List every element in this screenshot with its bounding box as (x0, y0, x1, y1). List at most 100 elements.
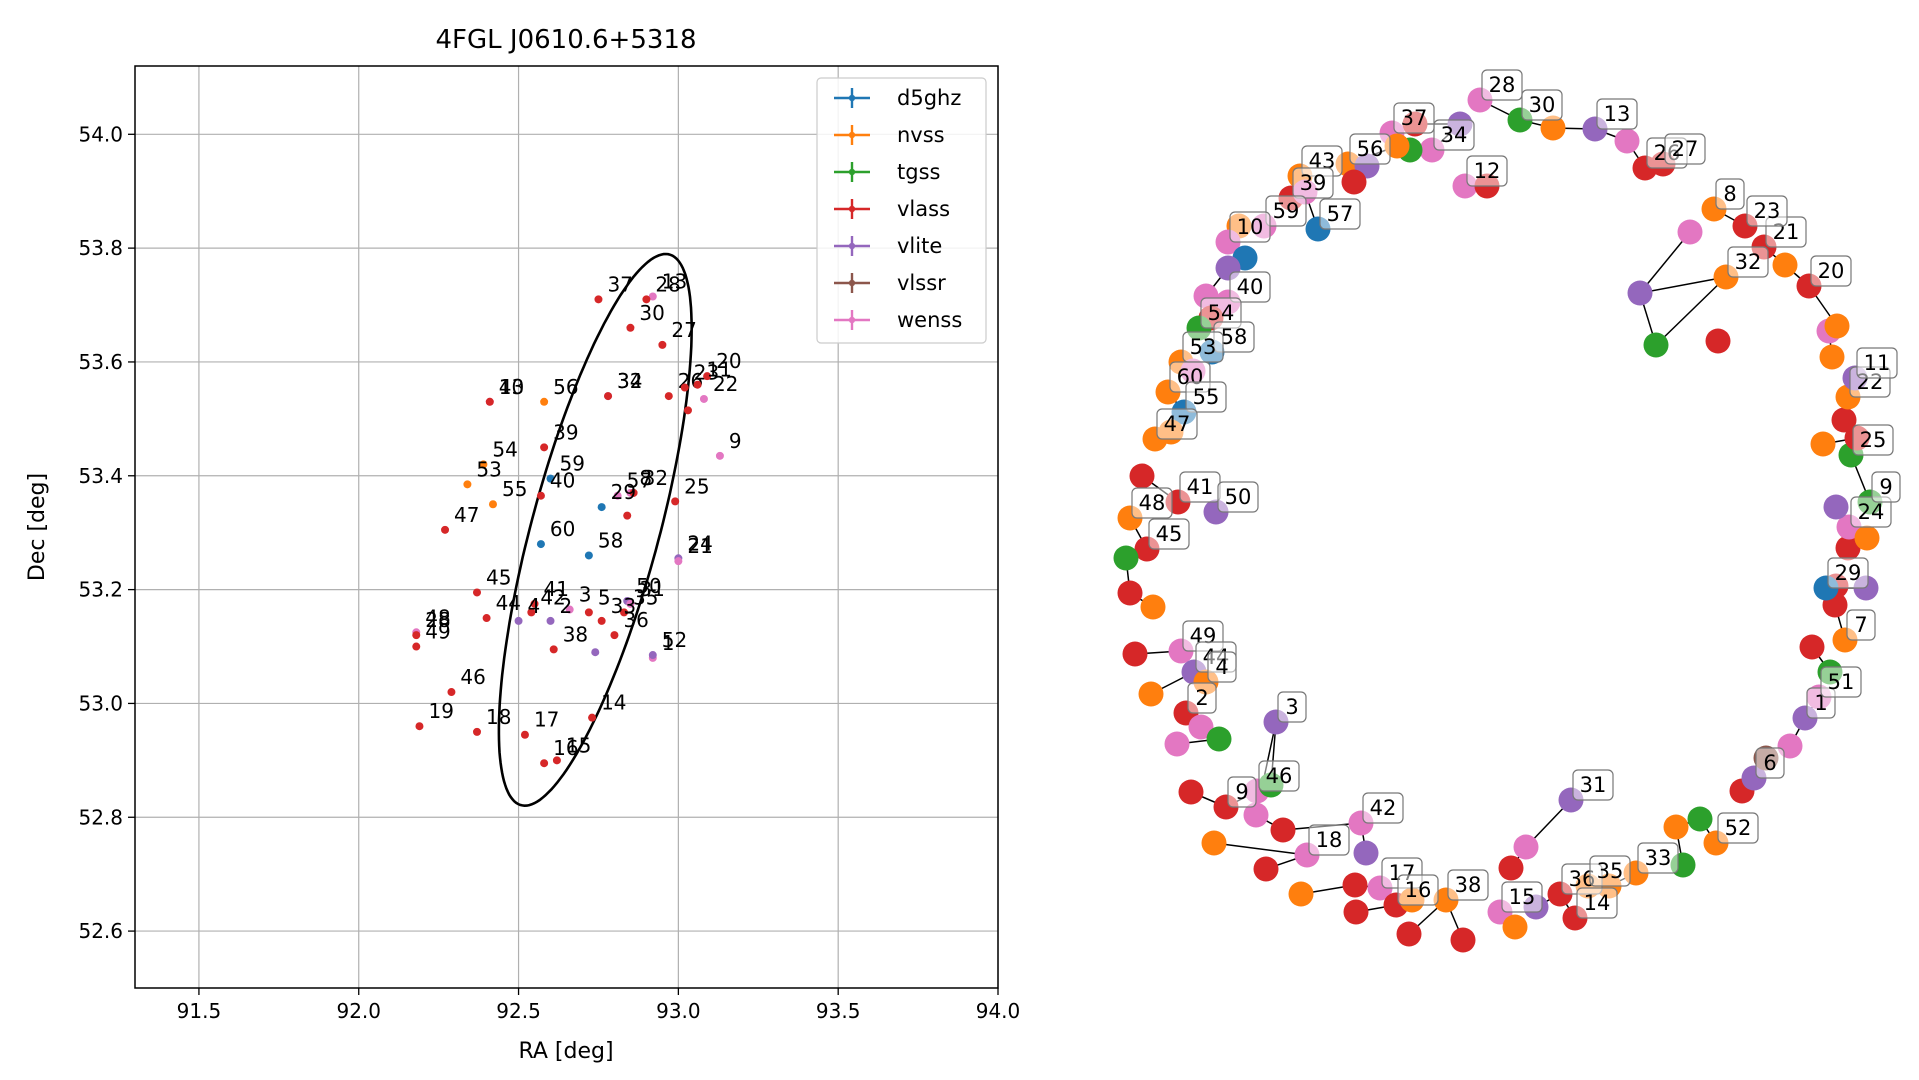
scatter-point-vlass (536, 491, 545, 500)
graph-node-nvss (1819, 344, 1845, 370)
graph-node-label-text: 12 (1474, 159, 1501, 183)
graph-node-tgss (1206, 726, 1232, 752)
graph-node-label-text: 31 (1580, 773, 1607, 797)
graph-node-label-text: 59 (1273, 199, 1300, 223)
y-tick-label: 53.2 (78, 578, 123, 602)
graph-node-label-box (1207, 651, 1237, 683)
graph-node-label-text: 35 (1597, 859, 1624, 883)
graph-node-label: 9 (1227, 776, 1257, 808)
graph-node-label: 14 (1576, 887, 1618, 919)
graph-node-wenss (1513, 834, 1539, 860)
legend-label: wenss (897, 308, 962, 332)
graph-node-label-text: 57 (1327, 202, 1354, 226)
legend-entry-vlite: vlite (834, 234, 942, 258)
scatter-point-label: 30 (639, 301, 664, 325)
graph-node-label-text: 51 (1828, 670, 1855, 694)
graph-node-label-box (1277, 691, 1307, 723)
graph-node-label: 15 (1501, 881, 1543, 913)
graph-node-nvss (1772, 252, 1798, 278)
scatter-point-nvss (463, 480, 472, 489)
legend-label: vlssr (897, 271, 946, 295)
graph-edge (1639, 276, 1727, 294)
graph-node-label: 31 (1572, 769, 1614, 801)
graph-node-label-text: 41 (1187, 475, 1214, 499)
graph-node-label-box (1308, 824, 1350, 856)
scatter-point-label: 29 (611, 480, 636, 504)
y-tick-label: 53.8 (78, 236, 123, 260)
graph-node-tgss (1643, 332, 1669, 358)
graph-node-label-text: 15 (1509, 885, 1536, 909)
scatter-point-vlass (412, 631, 421, 640)
graph-node-label-box (1727, 246, 1769, 278)
graph-node-label-box (1258, 760, 1300, 792)
graph-node-vlass (1835, 535, 1861, 561)
graph-node-wenss (1614, 128, 1640, 154)
scatter-point-label: 13 (662, 270, 687, 294)
graph-node-label: 3 (1277, 691, 1307, 723)
scatter-point-label: 8 (639, 466, 652, 490)
scatter-point-label: 34 (617, 369, 642, 393)
x-tick-label: 91.5 (177, 999, 222, 1023)
graph-node-label: 24 (1850, 496, 1892, 528)
graph-node-vlass (1831, 407, 1857, 433)
scatter-point-label: 48 (425, 605, 450, 629)
scatter-point-vlass (473, 727, 482, 736)
graph-node-label: 27 (1664, 133, 1706, 165)
graph-node-label-box (1664, 133, 1706, 165)
x-tick-label: 93.5 (816, 999, 861, 1023)
graph-node-wenss (1164, 731, 1190, 757)
graph-node-label-text: 55 (1193, 385, 1220, 409)
graph-node-label-box (1362, 792, 1404, 824)
graph-node-label-box (1292, 167, 1334, 199)
plot-frame (134, 65, 999, 989)
scatter-point-label: 41 (544, 577, 569, 601)
scatter-point-label: 14 (601, 691, 626, 715)
graph-node-label-box (1810, 255, 1852, 287)
graph-node-label-box (1148, 518, 1190, 550)
graph-node-vlass (1343, 899, 1369, 925)
graph-node-label-text: 34 (1441, 123, 1468, 147)
graph-node-label-box (1871, 471, 1901, 503)
scatter-point-wenss (565, 605, 574, 614)
graph-node-label: 58 (1213, 321, 1255, 353)
graph-node-vlass (1799, 634, 1825, 660)
scatter-point-label: 59 (560, 452, 585, 476)
legend-entry-vlssr: vlssr (834, 271, 946, 295)
scatter-point-label: 17 (534, 708, 559, 732)
graph-node-label-box (1481, 69, 1523, 101)
scatter-point-label: 15 (566, 733, 591, 757)
graph-node-label-text: 10 (1237, 215, 1264, 239)
graph-node-label: 8 (1715, 178, 1745, 210)
graph-node-label-box (1227, 776, 1257, 808)
graph-node-label: 18 (1308, 824, 1350, 856)
scatter-point-wenss (699, 394, 708, 403)
graph-node-label: 59 (1265, 195, 1307, 227)
graph-node-label-box (1466, 155, 1508, 187)
graph-node-vlass (1178, 779, 1204, 805)
scatter-point-label: 47 (454, 503, 479, 527)
scatter-point-label: 32 (643, 466, 668, 490)
legend-label: tgss (897, 160, 940, 184)
graph-node-label-text: 4 (1215, 655, 1228, 679)
graph-node-label-box (1217, 481, 1259, 513)
graph-node-label: 45 (1148, 518, 1190, 550)
graph-node-label-text: 3 (1285, 695, 1298, 719)
scatter-point-vlass (520, 730, 529, 739)
graph-node-label: 42 (1362, 792, 1404, 824)
chart-title: 4FGL J0610.6+5318 (436, 25, 697, 55)
scatter-point-label: 1 (662, 631, 675, 655)
scatter-point-label: 36 (623, 608, 648, 632)
graph-node-label: 51 (1820, 666, 1862, 698)
scatter-point-vlass (629, 488, 638, 497)
scatter-point-label: 50 (636, 574, 661, 598)
graph-node-label-text: 24 (1858, 500, 1885, 524)
graph-node-wenss (1677, 219, 1703, 245)
graph-edge (1655, 276, 1727, 346)
scatter-point-label: 2 (560, 594, 573, 618)
graph-node-vlass (1117, 580, 1143, 606)
graph-node-label: 4 (1207, 651, 1237, 683)
scatter-point-label: 20 (716, 349, 741, 373)
graph-node-label-text: 50 (1225, 485, 1252, 509)
graph-node-label: 20 (1810, 255, 1852, 287)
scatter-point-wenss (626, 599, 635, 608)
